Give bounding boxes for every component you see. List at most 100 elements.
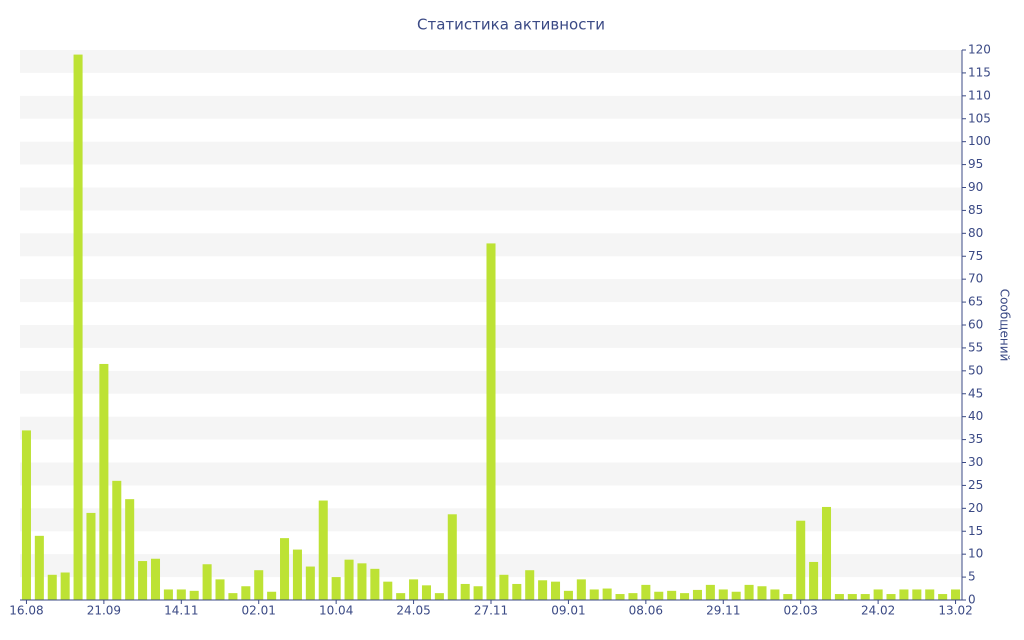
- x-tick-label: 10.04: [319, 604, 353, 618]
- bar: [602, 588, 612, 600]
- bar: [615, 594, 625, 600]
- bar: [318, 500, 328, 600]
- bar: [396, 593, 406, 600]
- bar: [951, 589, 961, 600]
- y-tick-label: 40: [968, 409, 983, 423]
- y-tick-label: 90: [968, 180, 983, 194]
- y-tick-label: 75: [968, 249, 983, 263]
- y-tick-label: 115: [968, 65, 991, 79]
- x-tick-label: 08.06: [629, 604, 663, 618]
- bar: [280, 538, 290, 600]
- bar: [434, 593, 444, 600]
- bar: [860, 594, 870, 600]
- bar: [512, 583, 522, 600]
- bar: [718, 589, 728, 600]
- bar: [783, 594, 793, 600]
- bar: [692, 589, 702, 600]
- bar: [667, 590, 677, 600]
- x-tick-label: 13.02: [938, 604, 972, 618]
- bar: [628, 593, 638, 600]
- bar: [731, 591, 741, 600]
- bar: [899, 589, 909, 600]
- bar: [770, 589, 780, 600]
- bar: [886, 594, 896, 600]
- x-tick-label: 24.05: [396, 604, 430, 618]
- y-tick-label: 70: [968, 272, 983, 286]
- bar: [847, 594, 857, 600]
- bar: [551, 581, 561, 600]
- bar: [73, 54, 83, 601]
- bar: [486, 243, 496, 600]
- bar: [473, 586, 483, 600]
- bar: [228, 593, 238, 600]
- x-tick-label: 02.03: [784, 604, 818, 618]
- y-tick-label: 50: [968, 363, 983, 377]
- bar: [125, 499, 135, 600]
- y-tick-label: 120: [968, 43, 991, 57]
- y-tick-label: 0: [968, 593, 976, 607]
- bar: [138, 561, 148, 600]
- bar: [21, 430, 31, 600]
- y-tick-label: 95: [968, 157, 983, 171]
- x-tick-label: 29.11: [706, 604, 740, 618]
- bar: [757, 586, 767, 600]
- bar: [150, 558, 161, 600]
- bar: [796, 520, 806, 600]
- bar: [163, 589, 173, 600]
- bar: [421, 585, 431, 600]
- bar: [86, 512, 96, 600]
- bar: [563, 590, 573, 600]
- bar: [447, 514, 457, 600]
- grid-band: [20, 95, 962, 119]
- grid-band: [20, 141, 962, 165]
- bar: [744, 584, 754, 600]
- bar: [215, 579, 225, 600]
- x-tick-label: 14.11: [164, 604, 198, 618]
- y-tick-label: 55: [968, 340, 983, 354]
- bar: [34, 535, 44, 600]
- grid-band: [20, 187, 962, 211]
- bar: [241, 586, 251, 600]
- y-tick-label: 60: [968, 318, 983, 332]
- bar: [60, 572, 70, 600]
- y-tick-label: 105: [968, 111, 991, 125]
- bar: [641, 584, 651, 600]
- y-tick-label: 80: [968, 226, 983, 240]
- bar: [47, 574, 57, 600]
- bar: [538, 580, 548, 600]
- x-tick-label: 09.01: [551, 604, 585, 618]
- bar: [809, 561, 819, 600]
- bar: [654, 591, 664, 600]
- grid-band: [20, 50, 962, 73]
- y-tick-label: 35: [968, 432, 983, 446]
- y-tick-label: 15: [968, 524, 983, 538]
- y-tick-label: 25: [968, 478, 983, 492]
- bar: [499, 574, 509, 600]
- chart-title: Статистика активности: [417, 16, 605, 34]
- bar: [292, 549, 302, 600]
- y-tick-label: 30: [968, 455, 983, 469]
- bar: [370, 568, 380, 600]
- bar: [189, 590, 199, 600]
- bar: [344, 559, 354, 600]
- bar: [925, 589, 935, 600]
- x-tick-label: 02.01: [242, 604, 276, 618]
- bar: [99, 363, 109, 600]
- x-tick-label: 24.02: [861, 604, 895, 618]
- bar: [112, 480, 122, 600]
- bar: [202, 564, 212, 600]
- bar: [267, 591, 277, 600]
- y-axis-label: Сообщений: [998, 289, 1012, 362]
- y-tick-label: 85: [968, 203, 983, 217]
- bar: [254, 570, 264, 600]
- x-tick-label: 16.08: [9, 604, 43, 618]
- y-tick-label: 10: [968, 547, 983, 561]
- bar: [305, 566, 315, 600]
- x-tick-label: 27.11: [474, 604, 508, 618]
- y-tick-label: 100: [968, 134, 991, 148]
- bar: [589, 589, 599, 600]
- bar: [821, 506, 832, 600]
- bar: [912, 589, 922, 600]
